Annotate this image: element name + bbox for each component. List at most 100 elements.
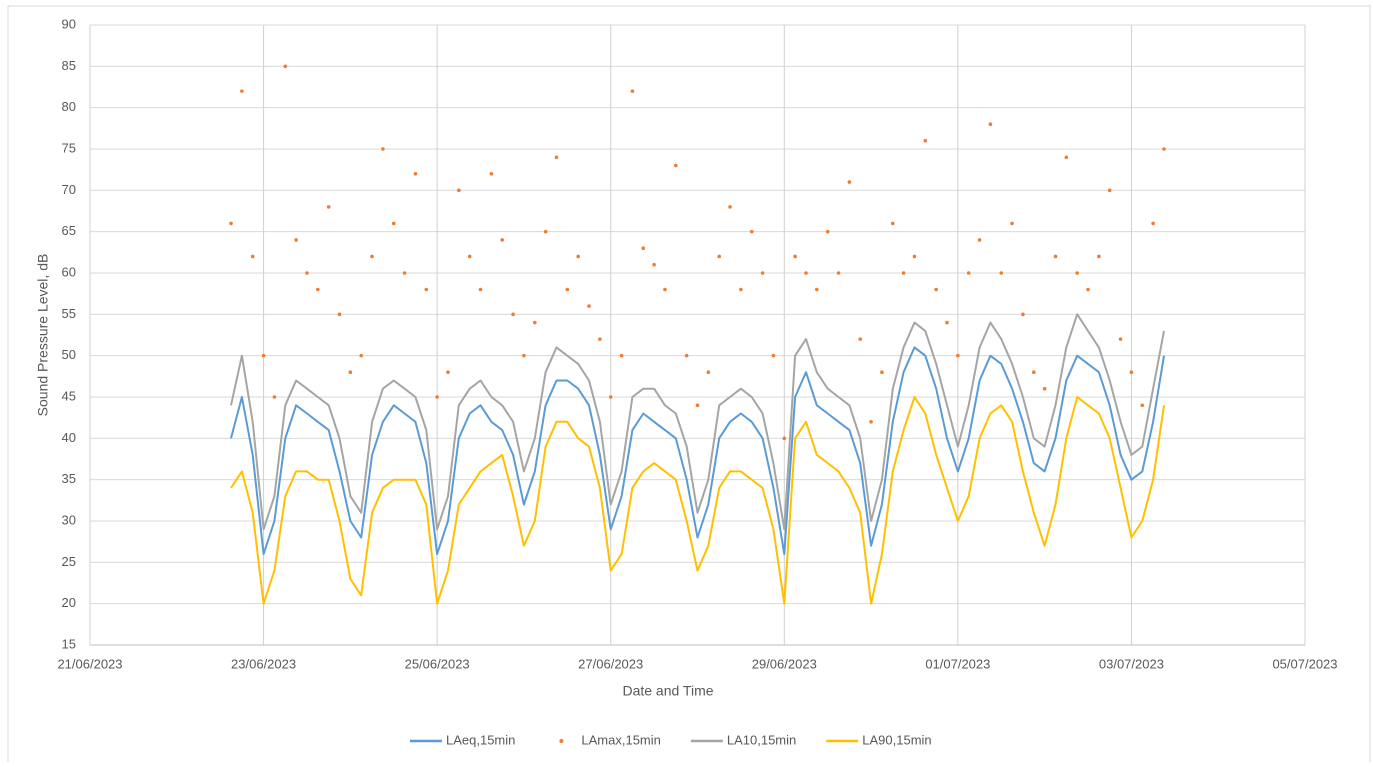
x-tick-label: 27/06/2023 bbox=[578, 656, 643, 671]
y-tick-label: 30 bbox=[62, 512, 76, 527]
line-series bbox=[230, 313, 1165, 531]
marker bbox=[847, 180, 852, 184]
marker bbox=[749, 229, 754, 234]
legend-label: LA10,15min bbox=[727, 732, 796, 747]
marker bbox=[836, 271, 841, 275]
marker bbox=[1162, 147, 1166, 151]
marker bbox=[457, 188, 461, 193]
marker bbox=[869, 420, 873, 424]
marker bbox=[695, 403, 700, 408]
marker bbox=[316, 287, 320, 292]
marker bbox=[977, 238, 982, 242]
marker bbox=[511, 312, 515, 317]
marker bbox=[912, 254, 917, 259]
marker bbox=[1064, 155, 1069, 160]
marker bbox=[446, 370, 450, 375]
marker bbox=[370, 254, 374, 259]
marker bbox=[565, 287, 570, 292]
marker bbox=[966, 271, 971, 275]
marker bbox=[598, 337, 602, 341]
x-tick-label: 03/07/2023 bbox=[1099, 656, 1164, 671]
marker bbox=[1097, 254, 1101, 259]
marker bbox=[240, 89, 244, 93]
y-tick-label: 85 bbox=[62, 58, 76, 73]
marker bbox=[261, 353, 266, 358]
legend-label: LAmax,15min bbox=[581, 732, 660, 747]
marker bbox=[283, 64, 288, 69]
x-axis-title: Date and Time bbox=[622, 683, 713, 699]
legend-marker bbox=[559, 739, 564, 743]
marker bbox=[413, 172, 418, 176]
legend-label: LA90,15min bbox=[862, 732, 931, 747]
marker bbox=[1010, 221, 1014, 226]
marker bbox=[294, 238, 298, 242]
marker bbox=[901, 271, 906, 275]
marker bbox=[608, 395, 613, 399]
marker bbox=[326, 205, 331, 209]
x-tick-label: 21/06/2023 bbox=[57, 656, 122, 671]
x-tick-label: 01/07/2023 bbox=[925, 656, 990, 671]
marker bbox=[674, 163, 678, 168]
marker bbox=[1107, 188, 1112, 193]
line-series bbox=[230, 396, 1165, 605]
marker bbox=[739, 287, 743, 292]
y-tick-label: 80 bbox=[62, 99, 76, 114]
y-tick-label: 70 bbox=[62, 182, 76, 197]
marker bbox=[880, 370, 884, 375]
marker bbox=[229, 221, 233, 226]
line-series bbox=[230, 346, 1165, 556]
marker bbox=[815, 287, 819, 292]
y-tick-label: 45 bbox=[62, 388, 76, 403]
y-axis-title: Sound Pressure Level, dB bbox=[35, 254, 51, 417]
marker bbox=[272, 395, 277, 399]
marker bbox=[478, 287, 483, 292]
marker bbox=[1129, 370, 1134, 375]
marker bbox=[717, 254, 721, 259]
y-tick-label: 60 bbox=[62, 264, 76, 279]
marker bbox=[825, 229, 830, 234]
y-tick-label: 40 bbox=[62, 430, 76, 445]
marker bbox=[348, 370, 353, 375]
marker bbox=[424, 287, 429, 292]
y-tick-label: 90 bbox=[62, 16, 76, 31]
marker bbox=[532, 320, 537, 325]
marker bbox=[771, 353, 776, 358]
x-tick-label: 29/06/2023 bbox=[752, 656, 817, 671]
marker bbox=[1053, 254, 1058, 259]
marker bbox=[554, 155, 559, 160]
marker bbox=[337, 312, 342, 317]
y-tick-label: 20 bbox=[62, 595, 76, 610]
marker bbox=[956, 353, 960, 358]
marker bbox=[381, 147, 385, 151]
marker bbox=[402, 271, 407, 275]
y-tick-label: 55 bbox=[62, 306, 76, 321]
y-tick-label: 50 bbox=[62, 347, 76, 362]
y-tick-label: 35 bbox=[62, 471, 76, 486]
legend-label: LAeq,15min bbox=[446, 732, 515, 747]
marker bbox=[934, 287, 938, 292]
marker bbox=[1042, 386, 1047, 391]
marker bbox=[250, 254, 255, 259]
marker bbox=[706, 370, 711, 375]
y-tick-label: 15 bbox=[62, 636, 76, 651]
marker bbox=[587, 304, 591, 308]
marker bbox=[576, 254, 580, 259]
marker bbox=[522, 353, 526, 358]
marker bbox=[489, 172, 494, 176]
marker bbox=[858, 337, 863, 341]
marker bbox=[641, 246, 646, 250]
marker bbox=[305, 271, 309, 275]
marker bbox=[728, 205, 732, 209]
marker bbox=[945, 320, 949, 325]
marker bbox=[760, 271, 765, 275]
marker bbox=[500, 238, 505, 242]
marker bbox=[1118, 337, 1123, 341]
y-tick-label: 65 bbox=[62, 223, 76, 238]
marker bbox=[804, 271, 808, 275]
x-tick-label: 25/06/2023 bbox=[405, 656, 470, 671]
marker bbox=[999, 271, 1004, 275]
marker bbox=[1075, 271, 1079, 275]
marker bbox=[782, 436, 787, 441]
marker bbox=[1151, 221, 1155, 226]
